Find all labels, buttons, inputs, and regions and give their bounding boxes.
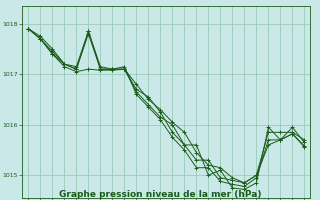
Text: Graphe pression niveau de la mer (hPa): Graphe pression niveau de la mer (hPa) [59, 190, 261, 199]
